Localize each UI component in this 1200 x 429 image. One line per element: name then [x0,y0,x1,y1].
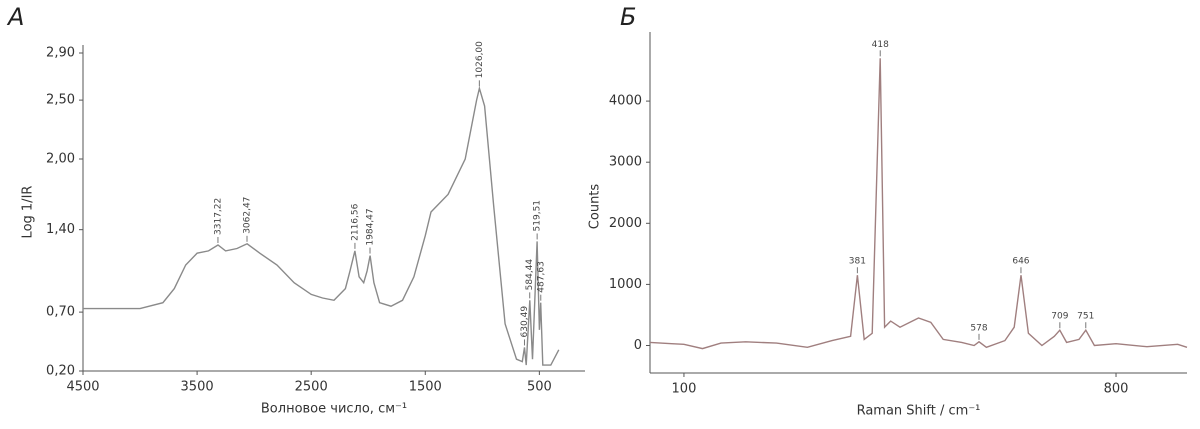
peak-label: 3062,47 [243,197,253,234]
peak-label: 1026,00 [475,41,485,78]
x-tick-label: 800 [1104,382,1129,397]
panel-label: А [6,3,24,31]
peak-label: 418 [872,40,889,50]
y-tick-label: 2000 [609,216,642,231]
spectrum-line [83,85,560,366]
y-tick-label: 3000 [609,155,642,170]
peak-label: 584,44 [525,259,535,291]
peak-label: 2116,56 [350,203,360,240]
x-tick-label: 3500 [181,380,214,395]
y-tick-label: 2,50 [46,93,75,108]
x-axis-label: Волновое число, см⁻¹ [261,402,407,417]
peak-label: 630,49 [520,306,530,338]
peak-label: 487,63 [536,261,546,293]
x-axis-label: Raman Shift / cm⁻¹ [857,404,981,419]
x-tick-label: 1500 [409,380,442,395]
peak-label: 519,51 [533,200,543,232]
x-tick-label: 500 [527,380,552,395]
peak-label: 381 [849,257,866,267]
y-tick-label: 4000 [609,94,642,109]
peak-label: 578 [970,323,987,333]
y-tick-label: 1,40 [46,222,75,237]
y-tick-label: 0,70 [46,305,75,320]
peak-label: 646 [1012,257,1029,267]
x-tick-label: 4500 [66,380,99,395]
x-tick-label: 100 [672,382,697,397]
spectrum-line [649,58,1188,350]
y-tick-label: 2,00 [46,152,75,167]
y-tick-label: 0,20 [46,364,75,379]
panel-label: Б [620,3,636,31]
y-axis-label: Counts [588,184,603,230]
y-tick-label: 0 [634,338,642,353]
y-tick-label: 1000 [609,277,642,292]
y-axis-label: Log 1/IR [21,186,36,239]
peak-label: 709 [1051,312,1068,322]
peak-label: 751 [1077,312,1094,322]
y-tick-label: 2,90 [46,46,75,61]
peak-label: 1984,47 [365,208,375,245]
x-tick-label: 2500 [295,380,328,395]
peak-label: 3317,22 [213,198,223,235]
